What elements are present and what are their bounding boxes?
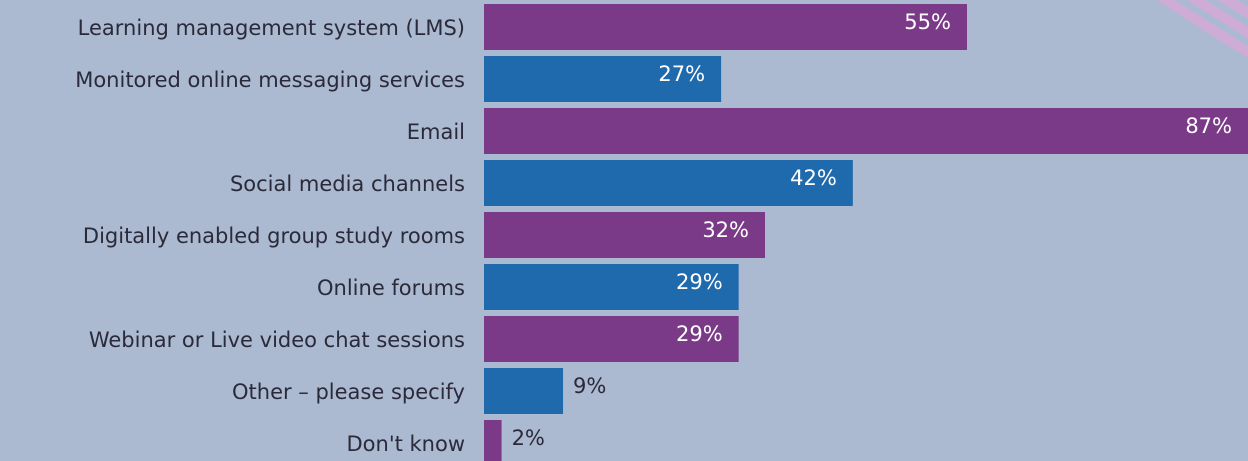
category-label: Online forums	[317, 276, 465, 300]
stripe	[1156, 0, 1248, 59]
value-label: 9%	[573, 374, 606, 398]
value-label: 42%	[790, 166, 837, 190]
bar	[484, 420, 502, 461]
category-label: Webinar or Live video chat sessions	[89, 328, 465, 352]
category-label: Learning management system (LMS)	[78, 16, 465, 40]
category-label: Don't know	[346, 432, 465, 456]
bar	[484, 368, 564, 414]
bar	[484, 316, 739, 362]
category-label: Digitally enabled group study rooms	[83, 224, 465, 248]
bar	[484, 212, 766, 258]
category-label: Monitored online messaging services	[75, 68, 465, 92]
value-label: 29%	[676, 322, 723, 346]
bar	[484, 160, 853, 206]
value-label: 27%	[658, 62, 705, 86]
stripe	[1216, 0, 1248, 19]
value-label: 55%	[904, 10, 951, 34]
bar	[484, 108, 1248, 154]
category-label: Other – please specify	[232, 380, 465, 404]
bar	[484, 264, 739, 310]
category-label: Social media channels	[230, 172, 465, 196]
category-label: Email	[407, 120, 465, 144]
stripe	[1186, 0, 1248, 39]
value-label: 29%	[676, 270, 723, 294]
decoration	[1156, 0, 1248, 59]
bar	[484, 4, 967, 50]
bar	[484, 56, 722, 102]
value-label: 87%	[1185, 114, 1232, 138]
value-label: 2%	[512, 426, 545, 450]
value-label: 32%	[702, 218, 749, 242]
